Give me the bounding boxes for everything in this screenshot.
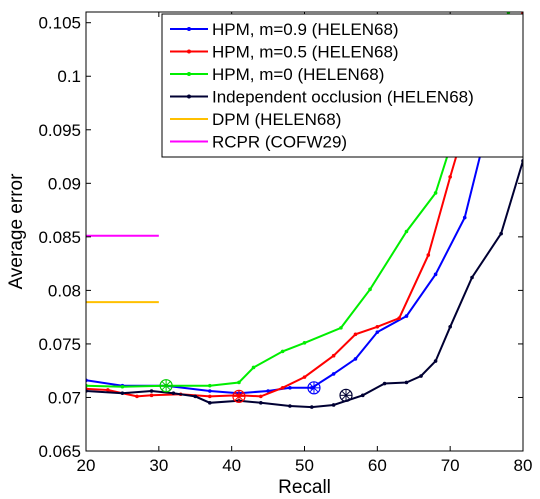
- data-point: [237, 380, 241, 385]
- data-point: [208, 394, 212, 399]
- y-tick-label: 0.105: [38, 14, 81, 33]
- data-point: [280, 386, 285, 390]
- data-point: [259, 394, 263, 399]
- legend-label: RCPR (COFW29): [212, 133, 347, 152]
- axes: 20 30 40 50 60 70 80 0.065 0.07 0.075 0.08 0.085 0.0…: [38, 11, 533, 475]
- legend-marker: [187, 72, 191, 76]
- operating-point-marker-2: [159, 379, 173, 393]
- data-point: [266, 389, 270, 393]
- data-point: [208, 401, 212, 405]
- data-point: [331, 353, 336, 358]
- data-point: [433, 359, 438, 363]
- data-point: [302, 341, 307, 345]
- data-point: [302, 375, 307, 379]
- operating-point-marker-3: [339, 388, 353, 402]
- legend-marker: [187, 27, 191, 31]
- data-point: [309, 405, 314, 409]
- y-axis-label: Average error: [6, 173, 27, 289]
- data-point: [404, 229, 409, 234]
- data-point: [208, 383, 212, 388]
- data-point: [120, 384, 125, 389]
- data-point: [288, 404, 292, 408]
- series-line-1: [86, 12, 523, 398]
- x-tick-label: 60: [368, 456, 387, 475]
- x-tick-label: 30: [149, 456, 168, 475]
- legend-entry-2[interactable]: HPM, m=0 (HELEN68): [170, 65, 384, 84]
- data-point: [353, 332, 358, 337]
- data-point: [404, 380, 409, 385]
- legend-box: [161, 13, 524, 158]
- data-point: [382, 381, 387, 386]
- legend-label: DPM (HELEN68): [212, 110, 341, 129]
- y-tick-label: 0.08: [48, 281, 81, 300]
- x-tick-label: 50: [295, 456, 314, 475]
- data-point: [404, 314, 409, 318]
- operating-point-marker-0: [307, 381, 321, 395]
- legend-marker: [187, 94, 191, 99]
- data-point: [462, 215, 467, 220]
- data-point: [149, 393, 154, 398]
- data-point: [149, 389, 154, 393]
- data-point: [448, 175, 452, 179]
- data-point: [288, 386, 292, 390]
- data-point: [375, 330, 380, 334]
- legend-entry-1[interactable]: HPM, m=0.5 (HELEN68): [170, 43, 399, 62]
- data-point: [208, 389, 212, 393]
- data-point: [360, 393, 365, 398]
- y-tick-label: 0.085: [38, 228, 81, 247]
- data-point: [171, 391, 176, 395]
- series-line-0: [86, 22, 523, 395]
- y-tick-label: 0.075: [38, 335, 81, 354]
- data-point: [120, 391, 125, 395]
- data-point: [193, 394, 198, 399]
- data-point: [331, 372, 336, 376]
- legend-marker: [187, 49, 191, 54]
- data-point: [397, 316, 401, 321]
- legend[interactable]: HPM, m=0.9 (HELEN68) HPM, m=0.5 (HELEN68)…: [161, 13, 524, 158]
- data-point: [135, 394, 139, 399]
- legend-label: HPM, m=0 (HELEN68): [212, 65, 384, 84]
- x-tick-label: 40: [222, 456, 241, 475]
- series-line-3: [86, 160, 523, 409]
- y-tick-label: 0.09: [48, 174, 81, 193]
- data-point: [368, 287, 372, 292]
- data-point: [339, 326, 343, 330]
- data-point: [375, 324, 380, 329]
- data-point: [448, 324, 452, 329]
- data-point: [470, 275, 474, 280]
- legend-label: HPM, m=0.5 (HELEN68): [212, 43, 399, 62]
- y-tick-label: 0.07: [48, 388, 81, 407]
- legend-entry-0[interactable]: HPM, m=0.9 (HELEN68): [170, 20, 399, 39]
- data-point: [259, 401, 263, 405]
- legend-entry-3[interactable]: Independent occlusion (HELEN68): [170, 88, 474, 107]
- x-axis-label: Recall: [278, 477, 331, 498]
- x-tick-label: 80: [514, 456, 533, 475]
- data-point: [106, 388, 110, 392]
- y-tick-label: 0.095: [38, 121, 81, 140]
- data-point: [419, 374, 423, 378]
- data-point: [251, 365, 256, 370]
- data-point: [499, 231, 503, 236]
- data-point: [280, 349, 285, 354]
- operating-point-marker-1: [232, 389, 246, 403]
- data-point: [331, 403, 336, 407]
- data-point: [426, 253, 431, 257]
- y-tick-label: 0.065: [38, 442, 81, 461]
- legend-label: Independent occlusion (HELEN68): [212, 88, 474, 107]
- data-point: [433, 272, 438, 277]
- data-point: [433, 191, 438, 195]
- x-tick-label: 70: [441, 456, 460, 475]
- legend-label: HPM, m=0.9 (HELEN68): [212, 20, 399, 39]
- x-tick-label: 20: [77, 456, 96, 475]
- legend-entry-4[interactable]: DPM (HELEN68): [170, 110, 341, 129]
- y-tick-label: 0.1: [57, 67, 81, 86]
- data-point: [353, 357, 358, 361]
- legend-entry-5[interactable]: RCPR (COFW29): [170, 133, 347, 152]
